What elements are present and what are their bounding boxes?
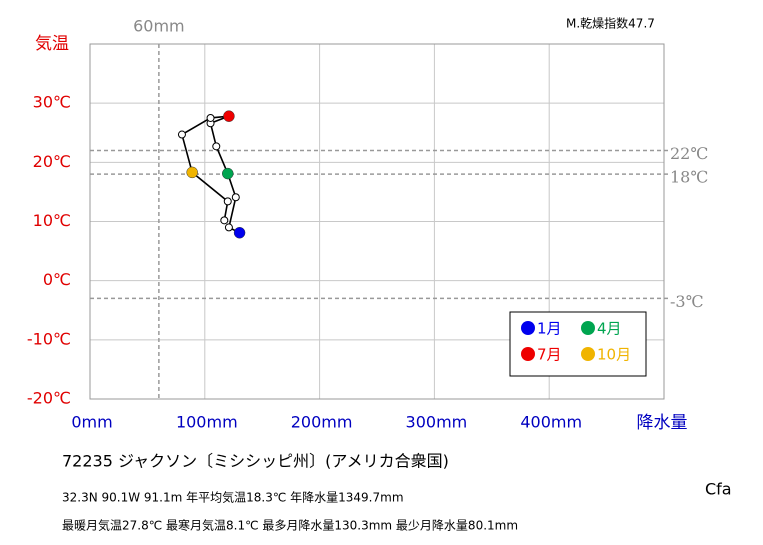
legend-label: 1月 xyxy=(537,320,562,338)
legend-label: 7月 xyxy=(537,346,562,364)
data-point xyxy=(224,223,233,232)
data-point xyxy=(231,193,240,202)
aridity-index: M.乾燥指数47.7 xyxy=(566,16,655,31)
y-tick-label: 30℃ xyxy=(33,93,71,112)
data-point xyxy=(177,130,186,139)
x-tick-label: 200mm xyxy=(291,413,353,432)
legend-label: 10月 xyxy=(597,346,631,364)
reference-label: 60mm xyxy=(133,17,185,36)
station: 72235 ジャクソン〔ミシシッピ州〕(アメリカ合衆国) xyxy=(62,452,449,471)
y-tick-label: 10℃ xyxy=(33,211,71,230)
reference-label: 18℃ xyxy=(670,168,708,187)
x-axis-label: 降水量 xyxy=(637,413,688,433)
y-tick-label: -10℃ xyxy=(27,329,71,348)
x-tick-label: 100mm xyxy=(176,413,238,432)
data-point xyxy=(223,110,235,122)
x-tick-label: 400mm xyxy=(520,413,582,432)
reference-label: 22℃ xyxy=(670,144,708,163)
y-tick-label: 20℃ xyxy=(33,152,71,171)
legend-label: 4月 xyxy=(597,320,622,338)
data-point xyxy=(222,167,234,180)
x-tick-label: 300mm xyxy=(406,413,468,432)
data-point xyxy=(220,216,229,225)
y-tick-label: -20℃ xyxy=(27,389,71,408)
climate-line xyxy=(181,115,240,234)
plot-frame xyxy=(89,43,665,400)
y-tick-label: 0℃ xyxy=(43,270,71,289)
x-tick-label: 0mm xyxy=(71,413,112,432)
legend-marker xyxy=(521,321,535,335)
data-point xyxy=(212,142,221,151)
y-axis-label: 気温 xyxy=(35,34,69,54)
legend-box xyxy=(509,311,647,377)
climate-class: Cfa xyxy=(705,480,732,499)
legend-marker xyxy=(581,321,595,335)
legend-marker xyxy=(581,347,595,361)
data-point xyxy=(186,166,198,179)
data-point xyxy=(223,197,232,206)
info: 32.3N 90.1W 91.1m 年平均気温18.3℃ 年降水量1349.7m… xyxy=(62,490,404,505)
data-point xyxy=(233,226,246,239)
info: 最暖月気温27.8℃ 最寒月気温8.1℃ 最多月降水量130.3mm 最少月降水… xyxy=(62,518,518,533)
reference-label: -3℃ xyxy=(670,292,703,311)
legend-marker xyxy=(521,347,535,361)
data-point xyxy=(206,113,215,122)
